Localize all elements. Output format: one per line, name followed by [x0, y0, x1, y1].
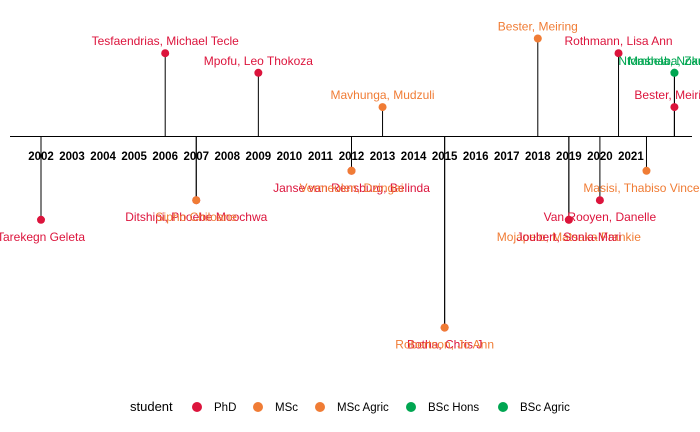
- event-label: Masisi, Thabiso Vincent: [583, 181, 700, 195]
- tick-label-2012: 2012: [339, 151, 365, 163]
- tick-label-2005: 2005: [121, 151, 147, 163]
- event-point: [254, 68, 263, 77]
- legend-key: [406, 402, 416, 412]
- event-label: Mpofu, Leo Thokoza: [204, 54, 314, 68]
- tick-label-2019: 2019: [556, 151, 582, 163]
- tick-label-2006: 2006: [152, 151, 178, 163]
- legend-key: [192, 402, 202, 412]
- event-label: Vermeulen, Dzingai: [299, 181, 403, 195]
- event-label: Mavhunga, Mudzuli: [331, 88, 435, 102]
- event-stems: [40, 38, 675, 328]
- tick-label-2020: 2020: [587, 151, 613, 163]
- event-label: Mashaba, Zanele: [628, 54, 700, 68]
- legend-title: student: [130, 399, 173, 414]
- tick-label-2013: 2013: [370, 151, 396, 163]
- tick-label-2007: 2007: [183, 151, 209, 163]
- event-label: Ntombela, Nokuthula: [618, 54, 700, 68]
- year-tick-labels: 2002 2003 2004 2005 2006 2007 2008 2009 2010 2011…: [28, 151, 644, 163]
- tick-label-2011: 2011: [308, 151, 334, 163]
- event-labels: Tarekegn Geleta Tesfaendrias, Michael Tec…: [0, 20, 700, 352]
- event-point: [670, 68, 679, 77]
- event-label: Tarekegn Geleta: [0, 230, 85, 244]
- event-point: [347, 166, 356, 175]
- tick-label-2010: 2010: [277, 151, 303, 163]
- event-point: [595, 196, 604, 205]
- event-label: Botha, Chris J: [407, 338, 482, 352]
- event-point: [440, 323, 449, 332]
- event-label: Rothmann, Lisa Ann: [564, 34, 672, 48]
- event-label: Bester, Meiring: [634, 88, 700, 102]
- legend-label: PhD: [214, 402, 236, 414]
- event-label: Mojapelo, Matsaka Frankie: [497, 230, 641, 244]
- event-label: Robertson, Jo Ann: [395, 338, 494, 352]
- event-point: [670, 103, 679, 112]
- tick-label-2002: 2002: [28, 151, 54, 163]
- tick-label-2009: 2009: [246, 151, 272, 163]
- event-point: [192, 196, 201, 205]
- legend-label: MSc Agric: [337, 402, 389, 414]
- event-point: [564, 215, 573, 224]
- legend: student PhD MSc MSc Agric BSc Hons BSc Agric: [130, 399, 570, 414]
- tick-label-2015: 2015: [432, 151, 458, 163]
- event-label: Van Rooyen, Danelle: [544, 210, 657, 224]
- legend-label: BSc Agric: [520, 402, 570, 414]
- legend-label: BSc Hons: [428, 402, 479, 414]
- tick-label-2003: 2003: [59, 151, 85, 163]
- tick-label-2008: 2008: [215, 151, 241, 163]
- event-label: Tesfaendrias, Michael Tecle: [92, 34, 240, 48]
- legend-label: MSc: [275, 402, 298, 414]
- tick-label-2021: 2021: [618, 151, 644, 163]
- event-label: Janse van Rensburg, Belinda: [273, 181, 430, 195]
- event-point: [642, 166, 651, 175]
- event-points: [37, 34, 679, 332]
- event-point: [614, 49, 623, 58]
- legend-items: PhD MSc MSc Agric BSc Hons BSc Agric: [192, 402, 570, 414]
- event-point: [378, 103, 387, 112]
- tick-label-2018: 2018: [525, 151, 551, 163]
- legend-key: [253, 402, 263, 412]
- tick-label-2014: 2014: [401, 151, 427, 163]
- tick-label-2004: 2004: [90, 151, 116, 163]
- event-point: [533, 34, 542, 43]
- event-point: [161, 49, 170, 58]
- event-label: Joubert, Sonia-Mari: [516, 230, 621, 244]
- event-label: Sipho Chiloane: [156, 210, 238, 224]
- event-point: [37, 215, 45, 224]
- legend-key: [498, 402, 508, 412]
- tick-label-2016: 2016: [463, 151, 489, 163]
- tick-label-2017: 2017: [494, 151, 520, 163]
- legend-key: [315, 402, 325, 412]
- event-label: Bester, Meiring: [498, 20, 578, 34]
- event-label: Ditshipi, Phoebe Moochwa: [125, 210, 267, 224]
